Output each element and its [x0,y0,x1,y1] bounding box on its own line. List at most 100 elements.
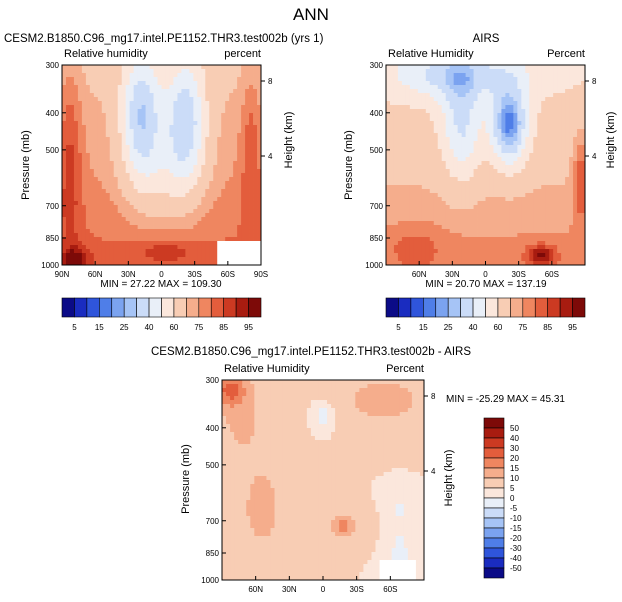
contour-cell [541,101,546,106]
contour-cell [65,237,71,242]
contour-cell [417,249,423,254]
contour-cell [425,129,431,134]
contour-cell [393,109,399,114]
contour-cell [249,217,254,222]
contour-cell [117,93,123,98]
contour-cell [117,101,123,106]
contour-cell [145,229,150,234]
contour-cell [133,133,139,138]
contour-cell [73,193,79,198]
contour-cell [105,205,111,210]
contour-cell [525,241,530,246]
contour-cell [386,205,391,210]
contour-cell [229,125,234,130]
contour-cell [221,121,226,126]
contour-cell [577,177,582,182]
contour-cell [565,213,570,218]
contour-cell [121,161,127,166]
contour-cell [237,157,242,162]
contour-cell [429,141,435,146]
contour-cell [117,225,123,230]
contour-cell [397,93,403,98]
contour-cell [561,137,566,142]
contour-cell [149,141,154,146]
contour-cell [137,153,142,158]
contour-cell [105,153,111,158]
contour-cell [241,217,246,222]
contour-cell [201,97,206,102]
contour-cell [445,225,451,230]
contour-cell [405,197,411,202]
contour-cell [121,97,127,102]
contour-cell [481,149,486,154]
contour-cell [477,153,482,158]
contour-cell [465,181,470,186]
contour-cell [137,249,142,254]
contour-cell [62,257,67,262]
contour-cell [485,209,490,214]
contour-cell [69,225,75,230]
contour-cell [65,257,71,262]
contour-cell [481,177,486,182]
contour-cell [469,113,474,118]
contour-cell [449,73,455,78]
contour-cell [505,69,510,74]
contour-cell [193,69,198,74]
contour-cell [121,137,127,142]
contour-cell [449,245,455,250]
contour-cell [237,261,242,266]
contour-cell [189,173,194,178]
contour-cell [429,241,435,246]
contour-cell [473,161,478,166]
contour-cell [461,133,466,138]
contour-cell [533,229,538,234]
contour-cell [157,209,162,214]
contour-cell [437,241,443,246]
contour-cell [117,65,123,70]
contour-cell [429,165,435,170]
contour-cell [413,149,419,154]
contour-cell [121,225,127,230]
contour-cell [401,217,407,222]
contour-cell [105,213,111,218]
contour-cell [521,145,526,150]
contour-cell [473,77,478,82]
contour-cell [389,81,395,86]
contour-cell [157,197,162,202]
contour-cell [109,85,115,90]
contour-cell [573,249,578,254]
contour-cell [97,253,103,258]
contour-cell [177,161,182,166]
contour-cell [445,93,451,98]
contour-cell [565,117,570,122]
contour-cell [485,97,490,102]
contour-cell [529,193,534,198]
contour-cell [461,117,466,122]
contour-cell [441,97,447,102]
contour-cell [565,241,570,246]
contour-cell [517,117,522,122]
contour-cell [229,241,234,246]
contour-cell [62,85,67,90]
contour-cell [501,97,506,102]
contour-cell [73,253,79,258]
height-tick-label: 8 [268,77,273,86]
contour-cell [89,221,95,226]
contour-cell [145,69,150,74]
contour-cell [429,113,435,118]
contour-cell [557,125,562,130]
contour-cell [229,145,234,150]
contour-cell [457,105,463,110]
contour-cell [425,125,431,130]
contour-cell [241,157,246,162]
contour-cell [581,89,586,94]
contour-cell [161,189,166,194]
contour-cell [477,65,482,70]
contour-cell [541,77,546,82]
contour-cell [433,149,439,154]
contour-cell [529,173,534,178]
contour-cell [386,121,391,126]
contour-cell [193,233,198,238]
contour-cell [521,137,526,142]
contour-cell [117,249,123,254]
